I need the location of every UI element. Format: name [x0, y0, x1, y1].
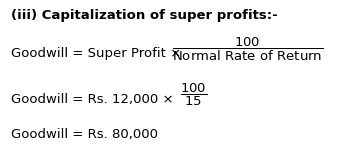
Text: $\dfrac{100}{15}$: $\dfrac{100}{15}$ — [180, 81, 207, 108]
Text: Goodwill = Super Profit ×: Goodwill = Super Profit × — [11, 47, 181, 60]
Text: (iii) Capitalization of super profits:-: (iii) Capitalization of super profits:- — [11, 9, 278, 22]
Text: Goodwill = Rs. 12,000 ×: Goodwill = Rs. 12,000 × — [11, 93, 174, 106]
Text: $\dfrac{100}{\mathrm{Normal\ Rate\ of\ Return}}$: $\dfrac{100}{\mathrm{Normal\ Rate\ of\ R… — [172, 36, 323, 63]
Text: Goodwill = Rs. 80,000: Goodwill = Rs. 80,000 — [11, 128, 158, 141]
